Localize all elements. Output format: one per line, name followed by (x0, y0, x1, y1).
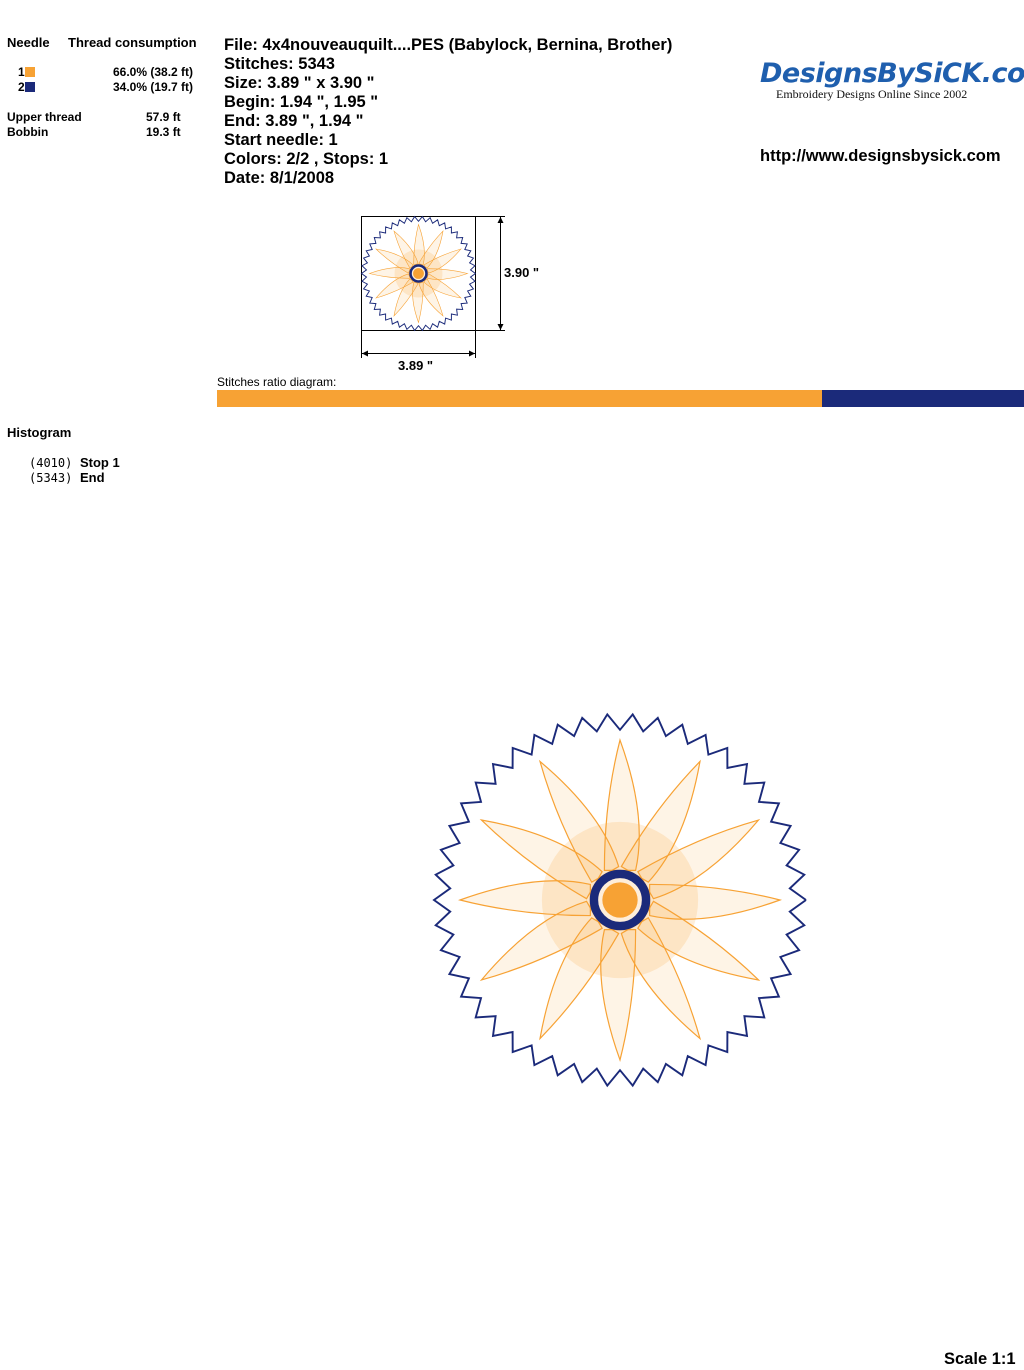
stitches-ratio-bar (217, 390, 1024, 407)
petal (479, 819, 603, 900)
needle-header: Needle (7, 35, 50, 50)
design-render (432, 712, 807, 1088)
stitch-count: Stitches: 5343 (224, 55, 335, 73)
histogram-row: (4010) Stop 1 (29, 455, 120, 470)
upper-thread-value: 57.9 ft (146, 110, 181, 124)
preview-design (360, 215, 476, 332)
upper-thread-label: Upper thread (7, 110, 82, 124)
petal (423, 273, 462, 299)
ratio-label: Stitches ratio diagram: (217, 375, 337, 389)
design-size: Size: 3.89 " x 3.90 " (224, 74, 375, 92)
petal (418, 278, 444, 317)
color-swatch (24, 67, 35, 77)
petal (479, 900, 603, 982)
end-position: End: 3.89 ", 1.94 " (224, 112, 364, 130)
petal (375, 248, 414, 274)
zigzag-border (360, 215, 476, 332)
needle-number: 1 (18, 65, 25, 79)
petal (637, 818, 761, 900)
petal (637, 900, 761, 981)
needle-consumption: 66.0% (38.2 ft) (113, 65, 194, 79)
petal (423, 248, 462, 274)
embroidery-design (432, 712, 807, 1088)
bobbin-value: 19.3 ft (146, 125, 181, 139)
petal (413, 223, 425, 265)
histogram-row: (5343) End (29, 470, 105, 485)
scale-label: Scale 1:1 (944, 1350, 1016, 1368)
design-date: Date: 8/1/2008 (224, 169, 335, 187)
color-swatch (24, 82, 35, 92)
ratio-segment (217, 390, 823, 407)
petal (368, 267, 410, 279)
histogram-count: (5343) (29, 471, 73, 485)
needle-consumption: 34.0% (19.7 ft) (113, 80, 194, 94)
histogram-label: Stop 1 (79, 455, 120, 470)
petal (620, 917, 702, 1041)
bobbin-label: Bobbin (7, 125, 49, 139)
petal (393, 230, 419, 269)
website-url[interactable]: http://www.designsbysick.com (760, 147, 1001, 165)
center-ring (409, 264, 428, 283)
petal (600, 929, 637, 1062)
height-label: 3.90 " (504, 265, 540, 280)
center-ring (589, 869, 651, 931)
needle-row-2: 2 (18, 80, 35, 94)
start-needle: Start needle: 1 (224, 131, 338, 149)
file-name: File: 4x4nouveauquilt....PES (Babylock, … (224, 36, 673, 54)
histogram-count: (4010) (29, 456, 73, 470)
design-preview (360, 215, 505, 358)
center-dot (602, 882, 638, 918)
ratio-segment (822, 390, 1024, 407)
petal (412, 282, 424, 324)
histogram-label: End (79, 470, 105, 485)
zigzag-border (432, 712, 807, 1088)
logo: DesignsBySiCK.com (760, 58, 1024, 89)
needle-row-1: 1 (18, 65, 35, 79)
needle-number: 2 (18, 80, 25, 94)
petal (538, 759, 620, 883)
petal (603, 738, 640, 871)
petal (418, 230, 444, 269)
colors-stops: Colors: 2/2 , Stops: 1 (224, 150, 389, 168)
petal (393, 278, 419, 317)
petal (620, 759, 701, 883)
petal (649, 883, 782, 920)
petal (375, 273, 414, 299)
width-label: 3.89 " (398, 358, 434, 373)
begin-position: Begin: 1.94 ", 1.95 " (224, 93, 379, 111)
petal (427, 268, 469, 280)
petal (458, 880, 591, 917)
center-dot (413, 268, 424, 279)
petal (539, 917, 620, 1041)
file-info: File: 4x4nouveauquilt....PES (Babylock, … (224, 36, 672, 188)
thread-consumption-header: Thread consumption (68, 35, 197, 50)
histogram-title: Histogram (7, 425, 72, 440)
logo-tagline: Embroidery Designs Online Since 2002 (776, 87, 968, 101)
